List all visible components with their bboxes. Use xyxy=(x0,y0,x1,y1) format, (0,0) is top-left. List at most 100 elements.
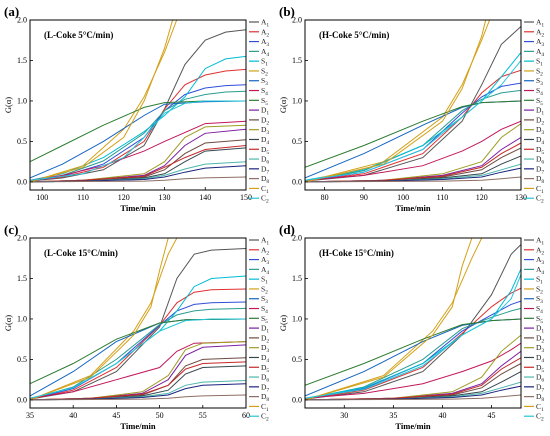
legend-label-s4: S4 xyxy=(536,86,543,97)
y-tick-label: 1.0 xyxy=(17,314,27,323)
x-tick-label: 80 xyxy=(321,193,329,202)
legend-label-a2: A2 xyxy=(536,27,544,38)
y-axis-label: G(α) xyxy=(278,97,288,113)
legend-label-a2: A2 xyxy=(261,245,269,256)
legend-label-d7: D7 xyxy=(261,164,269,175)
legend-label-s1: S1 xyxy=(536,57,543,68)
x-tick-label: 150 xyxy=(240,193,252,202)
series-line-a4 xyxy=(30,90,246,182)
legend-label-a2: A2 xyxy=(261,27,269,38)
legend-label-s5: S5 xyxy=(536,96,543,107)
panel-letter: (d) xyxy=(279,222,295,237)
legend-label-d3: D3 xyxy=(536,343,544,354)
legend-label-d4: D4 xyxy=(261,353,269,364)
x-tick-label: 30 xyxy=(340,411,348,420)
legend-label-d4: D4 xyxy=(261,135,269,146)
series-line-d8 xyxy=(30,394,246,401)
legend-label-d5: D5 xyxy=(536,363,544,374)
series-line-a4 xyxy=(30,307,246,400)
series-line-d5 xyxy=(30,145,246,183)
y-axis-label: G(α) xyxy=(278,315,288,331)
series-group xyxy=(30,238,246,401)
legend-label-d8: D8 xyxy=(536,392,544,403)
x-tick-label: 50 xyxy=(156,411,164,420)
y-tick-label: 0.5 xyxy=(292,137,302,146)
legend-label-d1: D1 xyxy=(536,324,544,335)
legend-label-c2: C2 xyxy=(261,412,269,423)
y-tick-label: 2.0 xyxy=(17,16,27,25)
y-tick-label: 0.0 xyxy=(292,177,302,186)
series-line-c2 xyxy=(305,60,521,181)
y-tick-label: 2.0 xyxy=(292,16,302,25)
legend-label-s4: S4 xyxy=(261,86,268,97)
legend-label-c2: C2 xyxy=(536,194,544,205)
x-tick-label: 100 xyxy=(36,193,48,202)
legend-label-s2: S2 xyxy=(261,284,268,295)
y-tick-label: 1.5 xyxy=(17,274,27,283)
legend-label-d3: D3 xyxy=(261,125,269,136)
chart-panel-4: 0.0 0.5 1.0 1.5 2.0 30 35 40 45 Time/min G(α) (d) (H… xyxy=(278,222,544,431)
series-line-s5 xyxy=(305,318,521,386)
legend-label-d2: D2 xyxy=(536,333,544,344)
series-line-s2 xyxy=(30,238,178,401)
legend-label-d6: D6 xyxy=(536,373,544,384)
series-line-a2 xyxy=(30,68,246,182)
series-line-s3 xyxy=(30,100,246,179)
series-line-s2 xyxy=(30,20,178,183)
series-line-a3 xyxy=(305,300,521,400)
chart-title: (L-Coke 5°C/min) xyxy=(44,30,113,40)
y-tick-label: 1.0 xyxy=(292,314,302,323)
series-group xyxy=(305,238,521,401)
x-tick-label: 110 xyxy=(77,193,89,202)
legend-label-d8: D8 xyxy=(261,392,269,403)
x-tick-label: 130 xyxy=(515,193,527,202)
legend-label-c1: C1 xyxy=(536,184,544,195)
legend-label-s3: S3 xyxy=(536,76,543,87)
series-line-s3 xyxy=(305,318,521,397)
series-line-a2 xyxy=(30,288,246,400)
legend-label-s4: S4 xyxy=(536,304,543,315)
x-tick-label: 100 xyxy=(397,193,409,202)
series-line-c1 xyxy=(305,20,487,183)
legend-label-d6: D6 xyxy=(261,155,269,166)
plot-frame xyxy=(304,19,522,191)
legend-label-d7: D7 xyxy=(536,382,544,393)
legend-label-d7: D7 xyxy=(536,164,544,175)
legend-label-d5: D5 xyxy=(261,145,269,156)
series-line-s4 xyxy=(305,342,521,399)
legend-label-s2: S2 xyxy=(261,66,268,77)
legend-label-s1: S1 xyxy=(261,57,268,68)
series-line-a1 xyxy=(30,248,246,400)
chart-panel-1: 0.0 0.5 1.0 1.5 2.0 100 110 120 130 140 150 Time/mi… xyxy=(3,4,269,213)
x-axis-label: Time/min xyxy=(120,203,156,213)
series-line-d5 xyxy=(305,142,521,183)
legend-label-a4: A4 xyxy=(261,265,269,276)
legend-label-s3: S3 xyxy=(261,294,268,305)
legend-label-d4: D4 xyxy=(536,135,544,146)
legend-label-a2: A2 xyxy=(536,245,544,256)
legend-label-d4: D4 xyxy=(536,353,544,364)
x-tick-label: 40 xyxy=(69,411,77,420)
chart-title: (H-Coke 5°C/min) xyxy=(319,30,389,40)
chart-title: (H-Coke 15°C/min) xyxy=(319,248,394,258)
series-line-d7 xyxy=(30,383,246,401)
y-tick-label: 0.5 xyxy=(17,137,27,146)
legend-label-s5: S5 xyxy=(261,314,268,325)
y-tick-label: 1.5 xyxy=(292,274,302,283)
x-axis-label: Time/min xyxy=(120,421,156,431)
series-group xyxy=(305,20,521,183)
x-tick-label: 60 xyxy=(242,411,250,420)
legend-label-c1: C1 xyxy=(261,402,269,413)
chart-title: (L-Coke 15°C/min) xyxy=(44,248,118,258)
series-line-a3 xyxy=(30,301,246,400)
series-line-s4 xyxy=(305,120,521,181)
y-tick-label: 0.5 xyxy=(17,355,27,364)
series-line-a1 xyxy=(30,29,246,182)
series-line-a1 xyxy=(305,244,521,400)
y-tick-label: 1.5 xyxy=(17,56,27,65)
y-tick-label: 1.5 xyxy=(292,56,302,65)
series-line-c1 xyxy=(30,20,174,183)
plot-frame xyxy=(29,19,247,191)
